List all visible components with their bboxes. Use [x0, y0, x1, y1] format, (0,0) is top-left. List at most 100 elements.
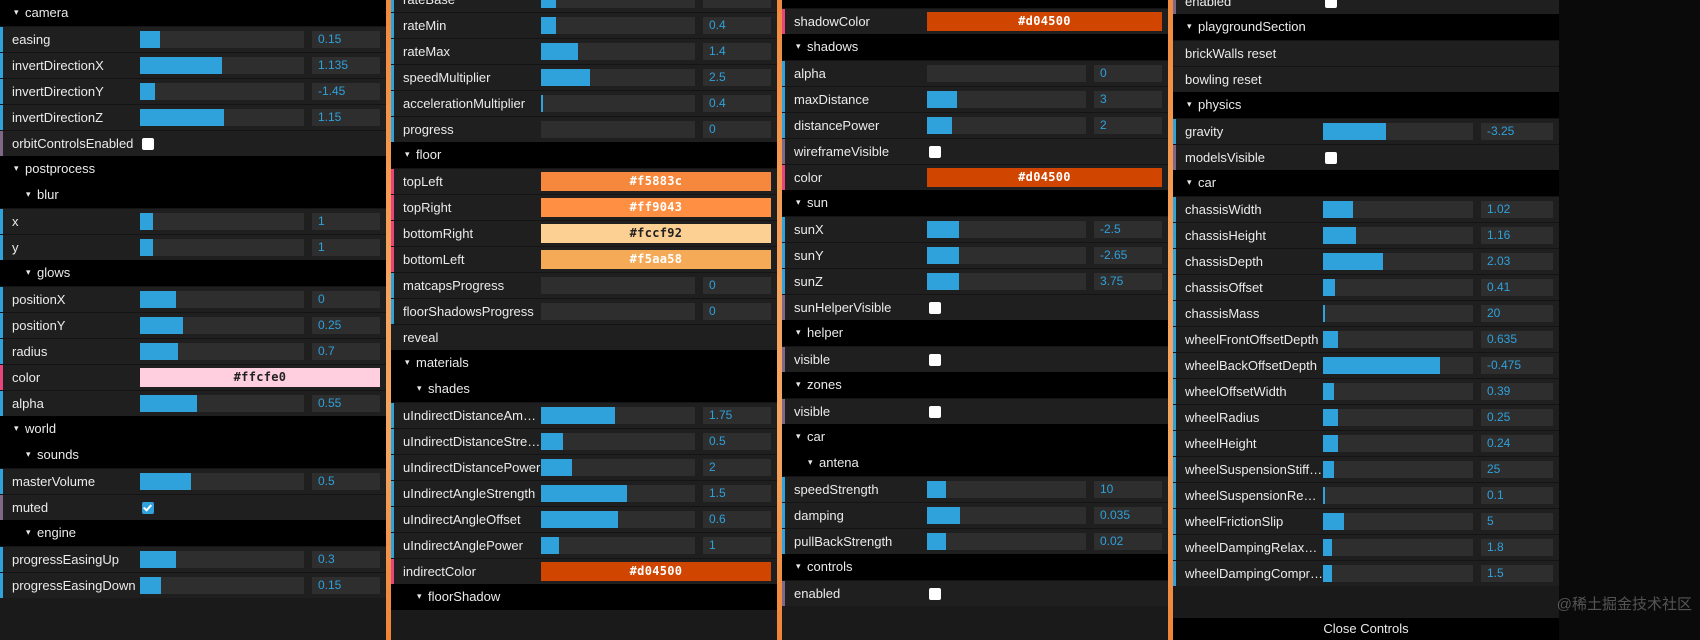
color-row[interactable]: indirectColor #d04500 — [391, 558, 777, 584]
boolean-row[interactable]: enabled — [1173, 0, 1559, 14]
slider-track[interactable] — [927, 507, 1086, 524]
number-row[interactable]: chassisOffset 0.41 — [1173, 274, 1559, 300]
color-row[interactable]: bottomRight #fccf92 — [391, 220, 777, 246]
folder-header-glows[interactable]: ▾ glows — [0, 260, 386, 286]
number-row[interactable]: wheelFrictionSlip 5 — [1173, 508, 1559, 534]
number-row[interactable]: uIndirectAngleOffset 0.6 — [391, 506, 777, 532]
number-row[interactable]: easing 0.15 — [0, 26, 386, 52]
folder-header-floor[interactable]: ▾ floor — [391, 142, 777, 168]
gui-column-4[interactable]: enabled ▾ playgroundSection brickWalls rese… — [1173, 0, 1559, 640]
slider-track[interactable] — [1323, 123, 1473, 140]
color-swatch[interactable]: #ffcfe0 — [140, 368, 380, 387]
slider-track[interactable] — [1323, 253, 1473, 270]
function-row[interactable]: bowling reset — [1173, 66, 1559, 92]
number-input[interactable]: 1.5 — [1481, 565, 1553, 582]
color-row[interactable]: topLeft #f5883c — [391, 168, 777, 194]
slider-track[interactable] — [1323, 331, 1473, 348]
number-input[interactable]: 0.25 — [312, 317, 380, 334]
number-input[interactable]: 1.75 — [703, 407, 771, 424]
number-row[interactable]: chassisDepth 2.03 — [1173, 248, 1559, 274]
number-input[interactable]: 0 — [312, 291, 380, 308]
column-separator-1[interactable] — [386, 0, 391, 640]
number-row[interactable]: sunY -2.65 — [782, 242, 1168, 268]
number-input[interactable]: 0.4 — [703, 95, 771, 112]
slider-track[interactable] — [927, 273, 1086, 290]
number-input[interactable]: 0.02 — [1094, 533, 1162, 550]
number-row[interactable]: floorShadowsProgress 0 — [391, 298, 777, 324]
boolean-row[interactable]: orbitControlsEnabled — [0, 130, 386, 156]
folder-header-sun[interactable]: ▾ sun — [782, 190, 1168, 216]
number-input[interactable]: 0.4 — [703, 17, 771, 34]
slider-track[interactable] — [1323, 513, 1473, 530]
number-input[interactable]: 2 — [1094, 117, 1162, 134]
number-row[interactable]: alpha 0 — [782, 60, 1168, 86]
number-row[interactable]: wheelSuspensionRestLength 0.1 — [1173, 482, 1559, 508]
slider-track[interactable] — [541, 69, 695, 86]
color-row[interactable]: topRight #ff9043 — [391, 194, 777, 220]
color-swatch[interactable]: #d04500 — [927, 168, 1162, 187]
slider-track[interactable] — [140, 213, 304, 230]
folder-header-antena[interactable]: ▾ antena — [782, 450, 1168, 476]
number-input[interactable]: 0.035 — [1094, 507, 1162, 524]
number-row[interactable]: positionX 0 — [0, 286, 386, 312]
number-row[interactable]: rateBase — [391, 0, 777, 12]
slider-track[interactable] — [140, 239, 304, 256]
folder-header-blur[interactable]: ▾ blur — [0, 182, 386, 208]
number-row[interactable]: wheelBackOffsetDepth -0.475 — [1173, 352, 1559, 378]
number-row[interactable]: alpha 0.55 — [0, 390, 386, 416]
number-row[interactable]: accelerationMultiplier 0.4 — [391, 90, 777, 116]
number-input[interactable]: 0.7 — [312, 343, 380, 360]
number-row[interactable]: wheelSuspensionStiffness 25 — [1173, 456, 1559, 482]
number-input[interactable]: 3 — [1094, 91, 1162, 108]
number-row[interactable]: chassisHeight 1.16 — [1173, 222, 1559, 248]
folder-header-camera[interactable]: ▾ camera — [0, 0, 386, 26]
number-row[interactable]: distancePower 2 — [782, 112, 1168, 138]
number-input[interactable]: 0 — [703, 121, 771, 138]
color-row[interactable]: bottomLeft #f5aa58 — [391, 246, 777, 272]
number-input[interactable]: 0.635 — [1481, 331, 1553, 348]
number-input[interactable]: 1.02 — [1481, 201, 1553, 218]
number-row[interactable]: rateMin 0.4 — [391, 12, 777, 38]
folder-header-controls[interactable]: ▾ controls — [782, 554, 1168, 580]
folder-header-car[interactable]: ▾ car — [782, 424, 1168, 450]
slider-track[interactable] — [1323, 409, 1473, 426]
function-row[interactable]: brickWalls reset — [1173, 40, 1559, 66]
slider-track[interactable] — [1323, 435, 1473, 452]
number-row[interactable]: uIndirectDistanceAmplitude 1.75 — [391, 402, 777, 428]
number-input[interactable]: 0.15 — [312, 577, 380, 594]
number-input[interactable]: 0.5 — [312, 473, 380, 490]
color-swatch[interactable]: #d04500 — [541, 562, 771, 581]
folder-header-materials[interactable]: ▾ materials — [391, 350, 777, 376]
column-separator-2[interactable] — [777, 0, 782, 640]
slider-track[interactable] — [541, 433, 695, 450]
slider-track[interactable] — [140, 577, 304, 594]
slider-track[interactable] — [927, 481, 1086, 498]
color-row[interactable]: color #d04500 — [782, 164, 1168, 190]
slider-track[interactable] — [1323, 201, 1473, 218]
checkbox[interactable] — [929, 405, 941, 418]
slider-track[interactable] — [541, 95, 695, 112]
boolean-row[interactable]: sunHelperVisible — [782, 294, 1168, 320]
slider-track[interactable] — [541, 17, 695, 34]
folder-header-postprocess[interactable]: ▾ postprocess — [0, 156, 386, 182]
number-input[interactable]: 0.24 — [1481, 435, 1553, 452]
slider-track[interactable] — [1323, 279, 1473, 296]
slider-track[interactable] — [541, 407, 695, 424]
number-input[interactable]: -3.25 — [1481, 123, 1553, 140]
number-input[interactable] — [703, 0, 771, 8]
number-row[interactable]: uIndirectDistanceStrength 0.5 — [391, 428, 777, 454]
close-controls-button[interactable]: Close Controls — [1173, 618, 1559, 640]
number-row[interactable]: uIndirectAngleStrength 1.5 — [391, 480, 777, 506]
number-input[interactable]: 5 — [1481, 513, 1553, 530]
number-row[interactable]: invertDirectionZ 1.15 — [0, 104, 386, 130]
number-row[interactable]: invertDirectionX 1.135 — [0, 52, 386, 78]
number-row[interactable]: speedMultiplier 2.5 — [391, 64, 777, 90]
boolean-row[interactable]: visible — [782, 398, 1168, 424]
checkbox[interactable] — [1325, 151, 1337, 164]
number-input[interactable]: -1.45 — [312, 83, 380, 100]
color-swatch[interactable]: #f5883c — [541, 172, 771, 191]
slider-track[interactable] — [541, 511, 695, 528]
number-row[interactable]: maxDistance 3 — [782, 86, 1168, 112]
number-row[interactable]: progressEasingUp 0.3 — [0, 546, 386, 572]
slider-track[interactable] — [140, 109, 304, 126]
